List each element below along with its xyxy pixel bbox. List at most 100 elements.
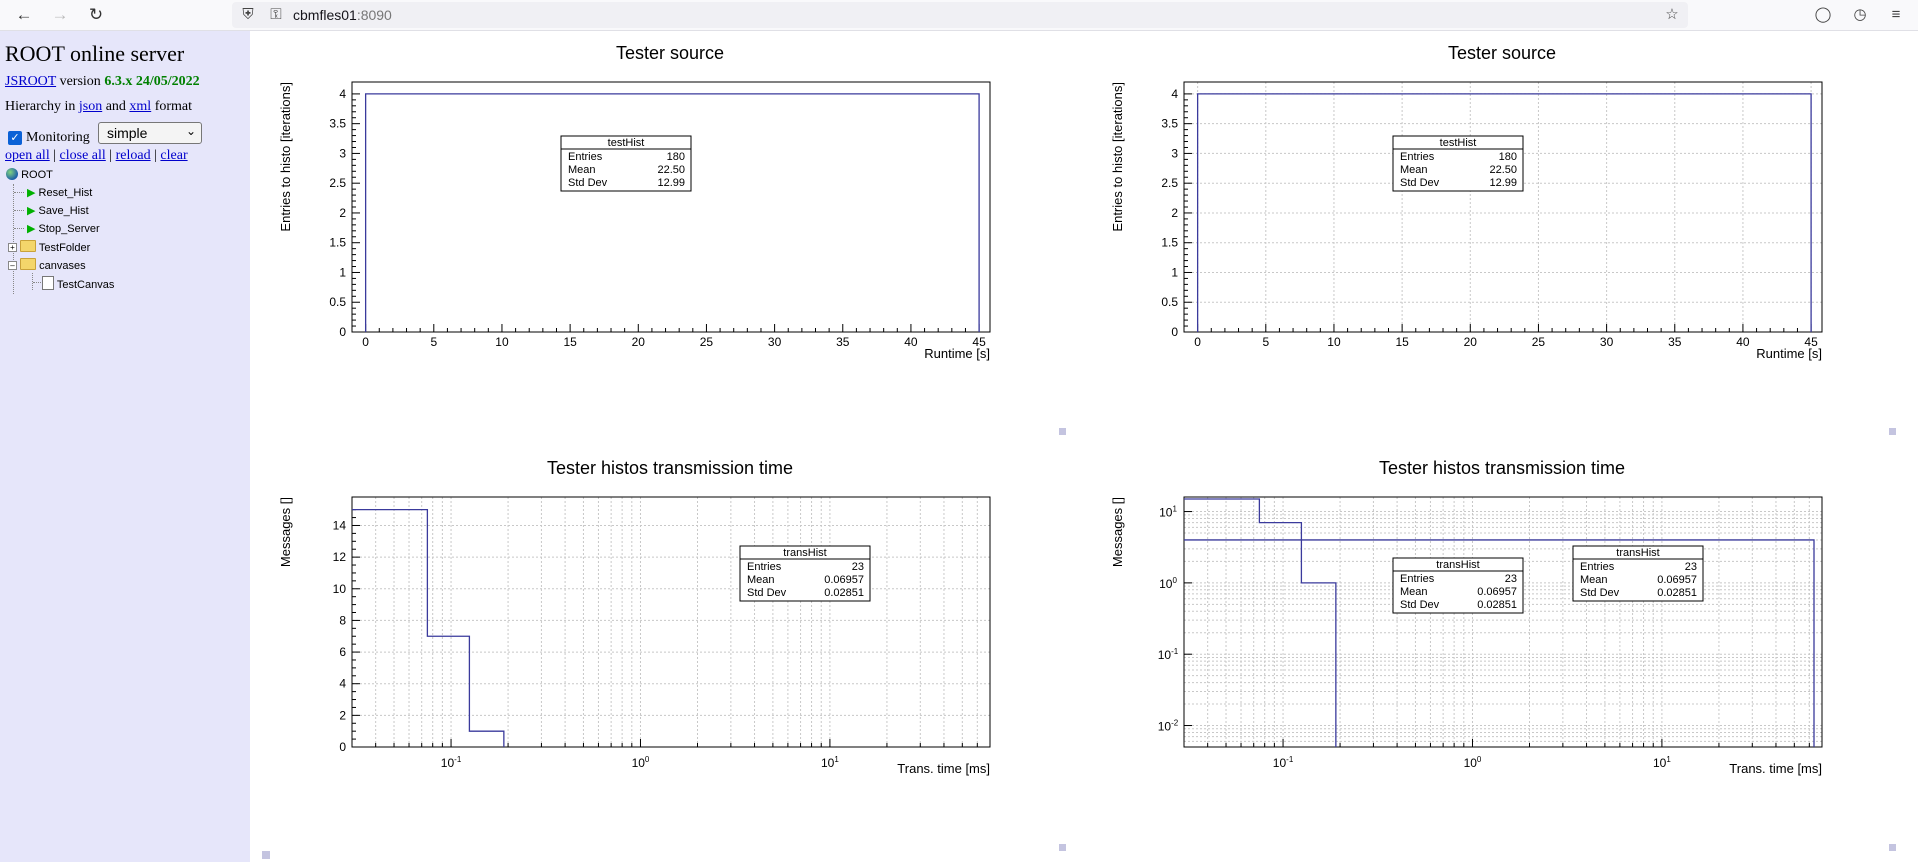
- hierarchy-prefix: Hierarchy in: [5, 99, 76, 114]
- version-line: JSROOT version 6.3.x 24/05/2022: [5, 74, 200, 90]
- chart-panel-transmission-time-left[interactable]: Tester histos transmission time Trans. ti…: [260, 455, 1080, 855]
- xml-link[interactable]: xml: [129, 99, 152, 114]
- menu-icon[interactable]: ≡: [1891, 6, 1901, 23]
- version-number: 6.3.x 24/05/2022: [104, 74, 200, 89]
- url-text[interactable]: cbmfles01:8090: [293, 7, 392, 23]
- panel-resize-handle[interactable]: [1889, 844, 1896, 851]
- jsroot-link[interactable]: JSROOT: [5, 74, 57, 89]
- histogram-line: [1196, 93, 1812, 332]
- pocket-icon[interactable]: ◯: [1814, 6, 1832, 23]
- json-link[interactable]: json: [78, 99, 103, 114]
- x-axis-label: Trans. time [ms]: [1729, 761, 1822, 776]
- stats-box-name: transHist: [1436, 559, 1479, 571]
- x-tick-label: 100: [1464, 755, 1482, 770]
- x-tick-label: 101: [1653, 755, 1671, 770]
- stats-label: Std Dev: [568, 177, 608, 189]
- x-tick-label: 25: [700, 335, 714, 349]
- collapse-minus-icon[interactable]: –: [8, 261, 17, 270]
- y-tick-label: 0: [339, 325, 346, 339]
- tree-command-stop-server[interactable]: ▶ Stop_Server: [27, 222, 100, 235]
- stats-value: 22.50: [657, 164, 685, 176]
- stats-value: 180: [1499, 151, 1517, 163]
- plot-frame: [351, 496, 991, 748]
- history-icon[interactable]: ◷: [1853, 6, 1867, 23]
- plot-frame: [351, 81, 991, 333]
- stats-box-frame: [739, 545, 871, 602]
- tree-folder-canvases[interactable]: – canvases: [8, 258, 86, 272]
- url-bar[interactable]: ⛨ ⚿ ☆: [232, 2, 1688, 28]
- tree-folder-testfolder[interactable]: + TestFolder: [8, 240, 90, 254]
- y-tick-label: 2: [339, 708, 346, 722]
- panel-resize-handle[interactable]: [1889, 428, 1896, 435]
- tree-connector: [32, 273, 33, 290]
- stats-label: Mean: [568, 164, 596, 176]
- play-icon: ▶: [27, 205, 36, 217]
- chart-panel-tester-source-right[interactable]: Tester source Runtime [s] Entries to histo…: [1092, 40, 1912, 440]
- folder-label: canvases: [39, 260, 86, 272]
- y-tick-label: 1: [1171, 265, 1178, 279]
- shield-icon[interactable]: ⛨: [242, 6, 254, 23]
- x-tick-label: 101: [821, 755, 839, 770]
- star-icon[interactable]: ☆: [1665, 6, 1679, 23]
- tree-root-label: ROOT: [21, 169, 53, 181]
- panel-resize-handle[interactable]: [1059, 428, 1066, 435]
- monitoring-checkbox[interactable]: ✓: [8, 131, 22, 145]
- globe-icon: [6, 168, 18, 180]
- x-tick-label: 45: [1804, 335, 1818, 349]
- close-all-link[interactable]: close all: [59, 148, 106, 163]
- tree-root[interactable]: ROOT: [6, 168, 53, 181]
- y-tick-label: 1: [339, 265, 346, 279]
- tree-connector: [33, 282, 41, 283]
- x-tick-label: 40: [904, 335, 918, 349]
- open-all-link[interactable]: open all: [5, 148, 50, 163]
- back-arrow-icon[interactable]: ←: [15, 5, 33, 24]
- reload-icon[interactable]: ↻: [88, 5, 104, 24]
- folder-icon: [20, 240, 37, 252]
- y-tick-label: 0: [1171, 325, 1178, 339]
- x-tick-label: 10-1: [441, 755, 462, 770]
- x-tick-label: 45: [972, 335, 986, 349]
- stats-value: 0.02851: [1657, 587, 1697, 599]
- overlay-line: [1184, 539, 1815, 747]
- hierarchy-sidebar: ROOT online server JSROOT version 6.3.x …: [0, 31, 250, 862]
- x-tick-label: 10-1: [1273, 755, 1294, 770]
- stats-value: 23: [852, 561, 864, 573]
- tree-connector: [14, 210, 24, 211]
- y-tick-label: 12: [333, 550, 347, 564]
- y-tick-label: 2: [1171, 206, 1178, 220]
- tree-command-reset-hist[interactable]: ▶ Reset_Hist: [27, 186, 92, 199]
- y-tick-label: 0.5: [1161, 295, 1178, 309]
- reload-link[interactable]: reload: [115, 148, 151, 163]
- y-tick-label: 14: [333, 518, 347, 532]
- folder-label: TestFolder: [38, 242, 91, 254]
- x-tick-label: 5: [1262, 335, 1269, 349]
- tree-actions: open all | close all | reload | clear: [5, 148, 188, 163]
- and-word: and: [105, 99, 126, 114]
- tree-item-testcanvas[interactable]: TestCanvas: [42, 276, 114, 291]
- monitoring-mode-select[interactable]: simple ⌄: [98, 122, 202, 144]
- stats-box-name: testHist: [608, 137, 645, 149]
- chart-panel-tester-source-left[interactable]: Tester source Runtime [s] Entries to histo…: [260, 40, 1080, 440]
- y-tick-label: 2: [339, 206, 346, 220]
- x-tick-label: 10: [1327, 335, 1341, 349]
- forward-arrow-icon[interactable]: →: [51, 5, 69, 24]
- expand-plus-icon[interactable]: +: [8, 243, 17, 252]
- lock-icon[interactable]: ⚿: [270, 6, 282, 23]
- stats-box-frame: [1392, 135, 1524, 192]
- tree-command-save-hist[interactable]: ▶ Save_Hist: [27, 204, 89, 217]
- command-label: Save_Hist: [38, 205, 89, 217]
- plot-frame: [1183, 496, 1823, 748]
- stats-label: Mean: [1400, 164, 1428, 176]
- url-host: cbmfles01: [293, 7, 357, 23]
- chart-panel-transmission-time-right[interactable]: Tester histos transmission time Trans. ti…: [1092, 455, 1912, 855]
- y-tick-label: 0: [339, 740, 346, 754]
- canvas-icon: [42, 276, 54, 290]
- chart-title: Tester source: [1448, 43, 1556, 63]
- panel-resize-handle[interactable]: [1059, 844, 1066, 851]
- clear-link[interactable]: clear: [160, 148, 188, 163]
- sidebar-resize-handle[interactable]: [262, 851, 270, 859]
- stats-label: Entries: [568, 151, 603, 163]
- x-tick-label: 0: [1194, 335, 1201, 349]
- tree-connector: [14, 228, 24, 229]
